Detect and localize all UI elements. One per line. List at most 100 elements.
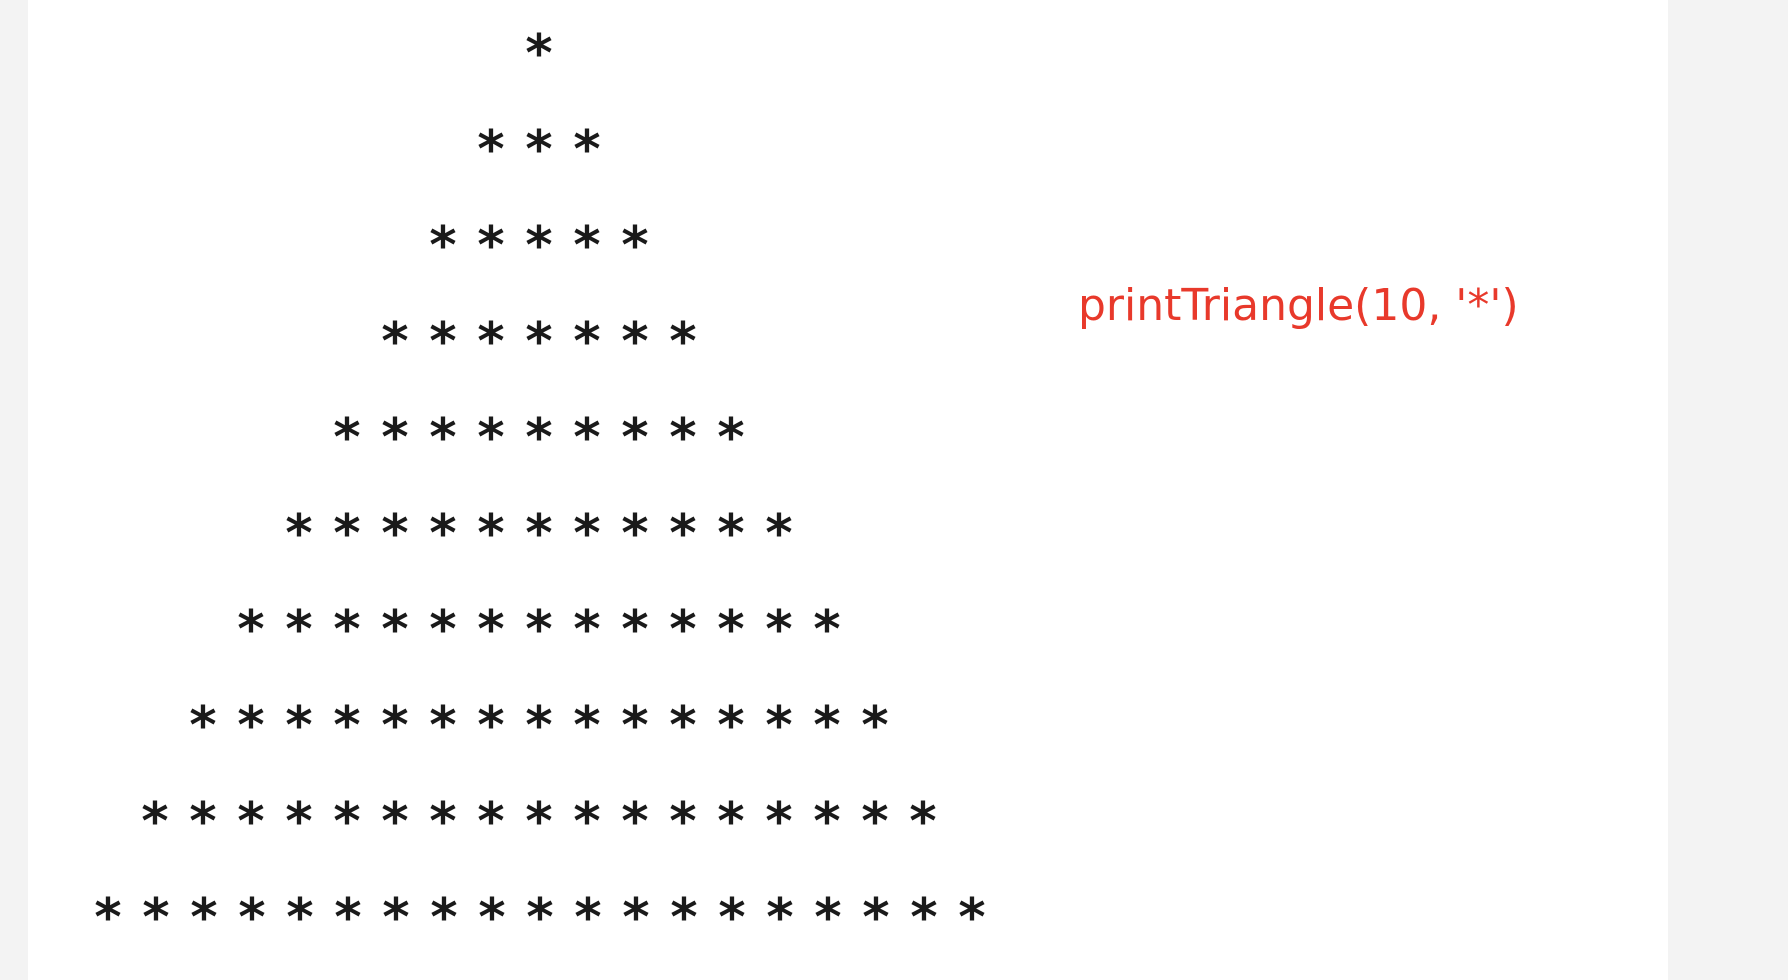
star-char: * [429,408,457,468]
star-char: * [429,600,457,660]
star-char: * [669,792,697,852]
star-char: * [573,408,601,468]
star-char: * [717,600,745,660]
star-char: * [525,696,553,756]
star-char: * [189,696,217,756]
star-char: * [861,792,889,852]
star-char: * [237,792,265,852]
star-char: * [142,888,170,948]
star-char: * [381,792,409,852]
star-char: * [381,504,409,564]
star-char: * [526,888,554,948]
star-char: * [285,696,313,756]
triangle-row: * * * * * * * * * * * * * [84,604,994,656]
star-char: * [381,600,409,660]
star-char: * [429,312,457,372]
triangle-row: * * * * * * * * * [84,412,994,464]
star-char: * [429,696,457,756]
star-char: * [333,408,361,468]
triangle-row: * * * * * * * * * * * * * * * * * * * [84,892,994,944]
star-char: * [813,792,841,852]
star-char: * [958,888,986,948]
star-char: * [717,504,745,564]
star-char: * [765,504,793,564]
star-char: * [621,600,649,660]
triangle-row: * * * * * * * * * * * * * * * [84,700,994,752]
star-char: * [574,888,602,948]
star-char: * [237,696,265,756]
triangle-row: * [84,28,994,80]
star-char: * [333,504,361,564]
star-char: * [669,600,697,660]
star-char: * [717,792,745,852]
star-char: * [525,120,553,180]
star-char: * [429,216,457,276]
star-char: * [573,696,601,756]
triangle-row: * * * * * * * [84,316,994,368]
star-char: * [621,504,649,564]
star-char: * [381,312,409,372]
star-char: * [94,888,122,948]
star-char: * [621,312,649,372]
star-char: * [477,408,505,468]
star-char: * [477,312,505,372]
star-char: * [717,696,745,756]
star-char: * [910,888,938,948]
star-char: * [285,600,313,660]
star-char: * [765,792,793,852]
star-char: * [477,696,505,756]
star-char: * [430,888,458,948]
triangle-row: * * * * * [84,220,994,272]
triangle-row: * * * * * * * * * * * * * * * * * [84,796,994,848]
star-char: * [333,792,361,852]
star-char: * [573,312,601,372]
star-char: * [573,120,601,180]
star-triangle: * * * * * * * * * * * * * * * * * * * * * * * * * * * * * * * * * * * * * * * *… [84,0,994,980]
star-char: * [766,888,794,948]
star-char: * [621,792,649,852]
star-char: * [237,600,265,660]
star-char: * [334,888,362,948]
star-char: * [429,792,457,852]
star-char: * [286,888,314,948]
star-char: * [525,408,553,468]
star-char: * [477,792,505,852]
star-char: * [814,888,842,948]
star-char: * [621,696,649,756]
canvas: * * * * * * * * * * * * * * * * * * * * * * * * * * * * * * * * * * * * * * * *… [28,0,1668,980]
star-char: * [381,408,409,468]
star-char: * [813,696,841,756]
star-char: * [861,696,889,756]
star-char: * [573,600,601,660]
star-char: * [333,696,361,756]
star-char: * [670,888,698,948]
star-char: * [765,600,793,660]
star-char: * [765,696,793,756]
star-char: * [285,792,313,852]
star-char: * [190,888,218,948]
star-char: * [525,216,553,276]
star-char: * [669,408,697,468]
function-call-label: printTriangle(10, '*') [1078,280,1519,331]
star-char: * [813,600,841,660]
triangle-row: * * * [84,124,994,176]
star-char: * [525,600,553,660]
star-char: * [525,312,553,372]
star-char: * [238,888,266,948]
star-char: * [141,792,169,852]
star-char: * [573,216,601,276]
star-char: * [285,504,313,564]
star-char: * [573,504,601,564]
star-char: * [718,888,746,948]
star-char: * [573,792,601,852]
star-char: * [477,120,505,180]
star-char: * [333,600,361,660]
star-char: * [382,888,410,948]
triangle-row: * * * * * * * * * * * [84,508,994,560]
star-char: * [478,888,506,948]
star-char: * [525,24,553,84]
star-char: * [477,216,505,276]
star-char: * [525,792,553,852]
star-char: * [189,792,217,852]
star-char: * [669,312,697,372]
